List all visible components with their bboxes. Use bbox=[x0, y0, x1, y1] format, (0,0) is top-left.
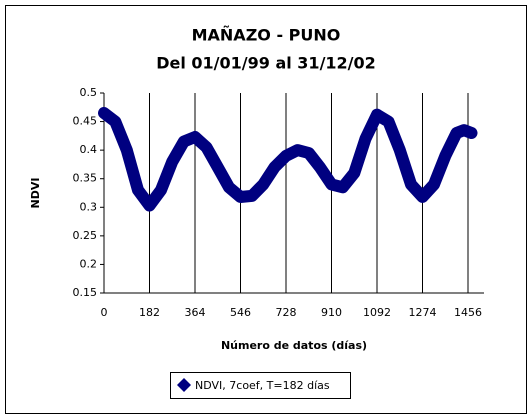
legend-box bbox=[170, 372, 351, 399]
x-tick-label: 910 bbox=[321, 306, 342, 319]
y-tick-label: 0.4 bbox=[80, 143, 98, 156]
x-axis-title: Número de datos (días) bbox=[221, 339, 367, 352]
x-tick-label: 364 bbox=[185, 306, 206, 319]
y-axis-title: NDVI bbox=[29, 178, 42, 209]
chart-border bbox=[5, 5, 527, 414]
y-tick-label: 0.3 bbox=[80, 200, 98, 213]
x-tick-label: 1456 bbox=[454, 306, 482, 319]
legend-marker bbox=[177, 378, 191, 392]
x-tick-label: 182 bbox=[139, 306, 160, 319]
legend-label: NDVI, 7coef, T=182 días bbox=[195, 379, 330, 392]
data-line bbox=[98, 107, 478, 212]
y-tick-label: 0.15 bbox=[73, 286, 98, 299]
x-tick-label: 546 bbox=[230, 306, 251, 319]
y-tick-label: 0.35 bbox=[73, 172, 98, 185]
y-tick-label: 0.45 bbox=[73, 115, 98, 128]
y-tick-label: 0.5 bbox=[80, 86, 98, 99]
x-tick-label: 1274 bbox=[409, 306, 437, 319]
x-tick-label: 0 bbox=[101, 306, 108, 319]
y-tick-label: 0.25 bbox=[73, 229, 98, 242]
chart-title: MAÑAZO - PUNO bbox=[192, 26, 341, 45]
y-tick-label: 0.2 bbox=[80, 257, 98, 270]
x-tick-label: 1092 bbox=[363, 306, 391, 319]
x-tick-label: 728 bbox=[276, 306, 297, 319]
chart-subtitle: Del 01/01/99 al 31/12/02 bbox=[156, 54, 376, 73]
